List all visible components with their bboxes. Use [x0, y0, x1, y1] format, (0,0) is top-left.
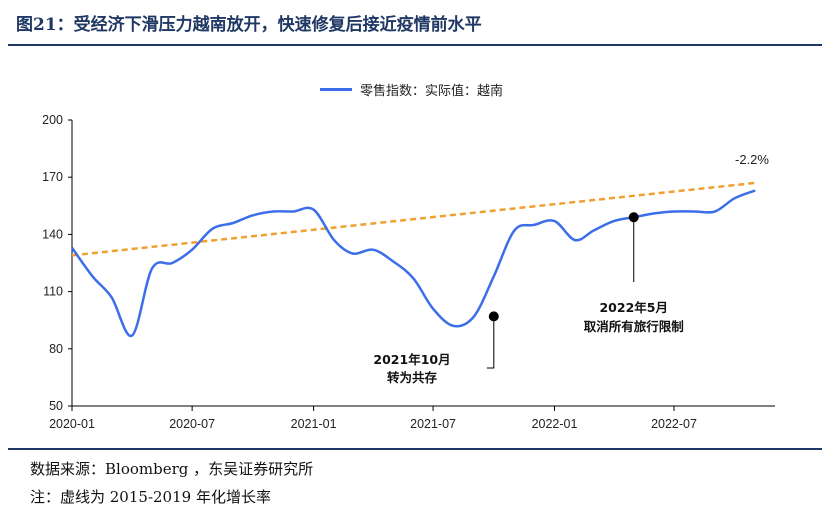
- annotation-marker-may2022: [628, 212, 639, 223]
- y-tick-label: 80: [49, 342, 63, 356]
- x-tick-label: 2020-07: [169, 417, 215, 431]
- chart-legend: 零售指数：实际值：越南: [320, 80, 503, 99]
- x-tick-label: 2021-01: [291, 417, 337, 431]
- figure-title: 图21：受经济下滑压力越南放开，快速修复后接近疫情前水平: [16, 15, 482, 35]
- trend-end-label: -2.2%: [735, 152, 769, 167]
- annotation-label-oct2021: 2021年10月: [373, 352, 450, 367]
- legend-label-actual: 零售指数：实际值：越南: [360, 84, 504, 99]
- y-tick-label: 110: [43, 285, 63, 299]
- y-tick-label: 140: [42, 227, 63, 241]
- y-tick-label: 50: [49, 399, 63, 413]
- legend-swatch-actual: [320, 88, 352, 91]
- annotation-label-may2022: 2022年5月: [599, 300, 668, 315]
- trend-line: [71, 181, 756, 257]
- annotation-label-may2022: 取消所有旅行限制: [584, 319, 684, 334]
- trend-note: 注：虚线为 2015-2019 年化增长率: [30, 488, 271, 506]
- x-tick-label: 2020-01: [49, 417, 95, 431]
- y-tick-label: 200: [42, 113, 63, 127]
- actual-series-line: [70, 189, 756, 337]
- annotation-label-oct2021: 转为共存: [387, 370, 438, 385]
- title-rule: [8, 44, 822, 46]
- x-tick-label: 2022-07: [651, 417, 697, 431]
- x-tick-label: 2021-07: [410, 417, 456, 431]
- y-tick-label: 170: [42, 170, 63, 184]
- source-note: 数据来源：Bloomberg ，东吴证券研究所: [30, 460, 314, 478]
- annotation-marker-oct2021: [488, 311, 499, 322]
- footer-rule: [8, 448, 822, 450]
- annotation-leader-oct2021: [486, 316, 495, 369]
- x-tick-label: 2022-01: [532, 417, 578, 431]
